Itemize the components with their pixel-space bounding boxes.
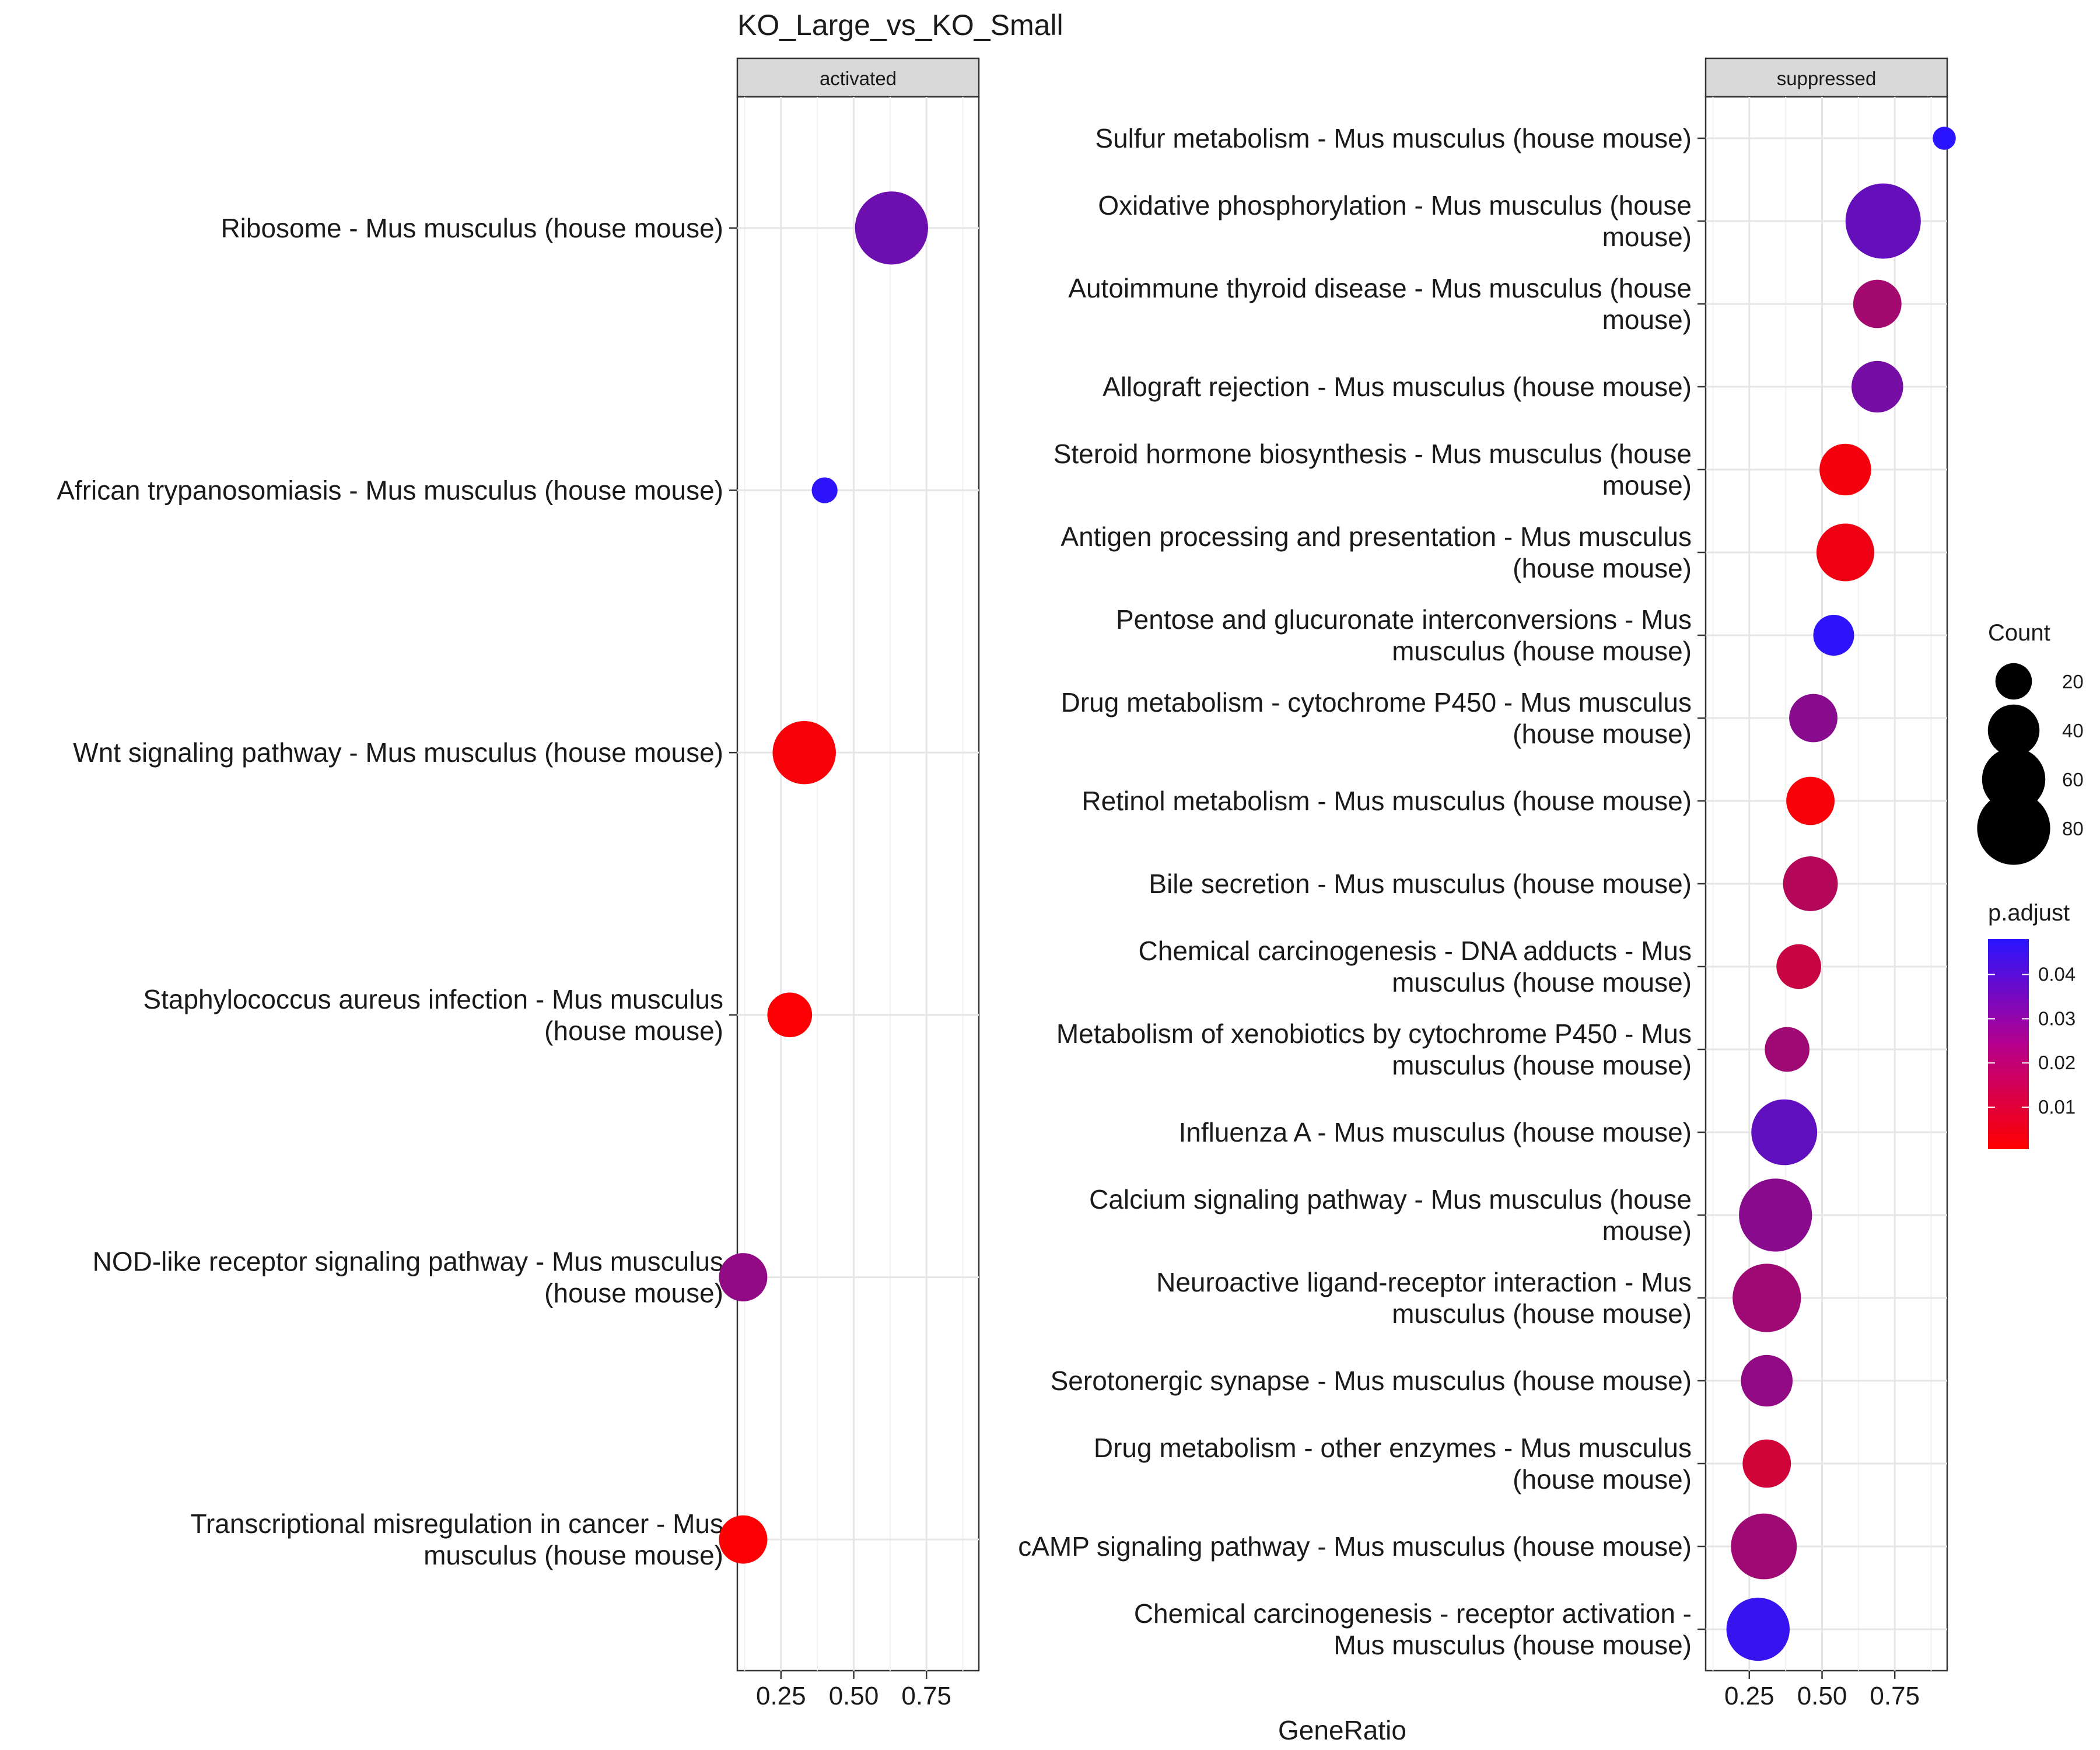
y-tick-label: Serotonergic synapse - Mus musculus (hou…: [1051, 1366, 1692, 1396]
y-labels-activated: Ribosome - Mus musculus (house mouse) Afr…: [57, 213, 737, 1570]
y-tick-label: African trypanosomiasis - Mus musculus (…: [57, 475, 723, 506]
legend-count-symbol: [1982, 747, 2046, 811]
y-tick-label: Metabolism of xenobiotics by cytochrome …: [1056, 1019, 1692, 1080]
legend-count-label: 20: [2062, 671, 2084, 692]
y-tick-label: Staphylococcus aureus infection - Mus mu…: [143, 984, 723, 1046]
strip-suppressed: [1704, 57, 1948, 98]
colorbar-tick-label: 0.02: [2038, 1052, 2076, 1073]
data-point: [1789, 694, 1838, 743]
y-tick-label: cAMP signaling pathway - Mus musculus (h…: [1018, 1531, 1692, 1562]
x-tick-label: 0.50: [1797, 1682, 1847, 1710]
y-tick-label: Steroid hormone biosynthesis - Mus muscu…: [1054, 439, 1692, 501]
y-tick-label: Ribosome - Mus musculus (house mouse): [220, 213, 723, 243]
colorbar-tick-label: 0.03: [2038, 1007, 2076, 1029]
legend-count: Count 20 40 60 80: [1977, 620, 2084, 865]
points-activated: [719, 191, 928, 1564]
y-tick-label: Drug metabolism - other enzymes - Mus mu…: [1094, 1433, 1692, 1494]
y-tick-label: Drug metabolism - cytochrome P450 - Mus …: [1061, 687, 1692, 749]
legend-p-adjust-title: p.adjust: [1988, 900, 2070, 926]
legend-count-symbol: [1995, 663, 2032, 700]
y-tick-label: Wnt signaling pathway - Mus musculus (ho…: [73, 737, 723, 768]
y-tick-label: Allograft rejection - Mus musculus (hous…: [1102, 372, 1692, 402]
x-tick-label: 0.75: [1870, 1682, 1920, 1710]
x-tick-label: 0.25: [1724, 1682, 1774, 1710]
data-point: [811, 477, 838, 503]
strip-label-activated: activated: [820, 68, 897, 89]
y-tick-label: Calcium signaling pathway - Mus musculus…: [1089, 1184, 1692, 1246]
x-axis-suppressed: 0.25 0.50 0.75: [1724, 1671, 1920, 1710]
legend-count-symbol: [1987, 704, 2040, 757]
data-point: [1853, 279, 1902, 328]
y-tick-label: Autoimmune thyroid disease - Mus musculu…: [1068, 273, 1692, 335]
y-tick-label: Antigen processing and presentation - Mu…: [1060, 522, 1692, 583]
data-point: [1845, 183, 1921, 259]
panel-activated: activated Ribosome - Mus musculus (house…: [57, 57, 980, 1710]
legend-count-label: 60: [2062, 769, 2084, 790]
data-point: [1731, 1513, 1797, 1580]
y-tick-label: Pentose and glucuronate interconversions…: [1116, 604, 1692, 666]
data-point: [1816, 523, 1874, 582]
data-point: [1765, 1027, 1810, 1072]
data-point: [1742, 1439, 1791, 1488]
x-axis-title: GeneRatio: [1278, 1715, 1406, 1745]
y-tick-label: Retinol metabolism - Mus musculus (house…: [1082, 786, 1692, 816]
data-point: [772, 720, 836, 785]
data-point: [1776, 944, 1821, 989]
data-point: [1726, 1597, 1790, 1661]
data-point: [1739, 1178, 1812, 1252]
legend-count-symbol: [1977, 792, 2050, 865]
grid-activated: [737, 97, 979, 1671]
data-point: [767, 992, 813, 1038]
data-point: [1819, 443, 1871, 496]
y-tick-label: Sulfur metabolism - Mus musculus (house …: [1095, 123, 1692, 153]
strip-label-suppressed: suppressed: [1777, 68, 1877, 89]
data-point: [1732, 1264, 1801, 1332]
strip-activated: [736, 57, 980, 98]
data-point: [1751, 1099, 1818, 1166]
data-point: [719, 1515, 768, 1564]
y-tick-label: Chemical carcinogenesis - DNA adducts - …: [1139, 936, 1692, 998]
legend-count-title: Count: [1988, 620, 2050, 646]
points-suppressed: [1726, 127, 1956, 1661]
y-labels-suppressed: Sulfur metabolism - Mus musculus (house …: [1018, 123, 1706, 1660]
p-adjust-colorbar: [1988, 939, 2029, 1149]
x-tick-label: 0.50: [829, 1682, 879, 1710]
data-point: [719, 1253, 768, 1301]
panel-suppressed: suppressed Sulfur metabolism - Mus muscu…: [1018, 57, 1956, 1710]
panel-bg-activated: [736, 96, 980, 1672]
data-point: [1933, 127, 1956, 150]
legend-count-label: 80: [2062, 818, 2084, 839]
y-tick-label: Bile secretion - Mus musculus (house mou…: [1149, 869, 1692, 899]
data-point: [1786, 776, 1835, 825]
y-tick-label: Neuroactive ligand-receptor interaction …: [1156, 1267, 1692, 1329]
x-tick-label: 0.75: [901, 1682, 951, 1710]
y-tick-label: Oxidative phosphorylation - Mus musculus…: [1098, 190, 1692, 252]
data-point: [1783, 856, 1838, 911]
legend-count-label: 40: [2062, 720, 2084, 741]
y-tick-label: NOD-like receptor signaling pathway - Mu…: [93, 1247, 723, 1308]
data-point: [1813, 615, 1854, 656]
data-point: [855, 191, 928, 265]
y-tick-label: Chemical carcinogenesis - receptor activ…: [1134, 1598, 1692, 1660]
data-point: [1852, 360, 1903, 413]
y-tick-label: Influenza A - Mus musculus (house mouse): [1178, 1117, 1692, 1147]
legend-p-adjust: p.adjust 0.04 0.03 0.02 0.01: [1988, 900, 2076, 1149]
y-tick-label: Transcriptional misregulation in cancer …: [190, 1508, 723, 1570]
colorbar-tick-label: 0.04: [2038, 964, 2076, 985]
x-tick-label: 0.25: [756, 1682, 806, 1710]
colorbar-tick-label: 0.01: [2038, 1096, 2076, 1118]
x-axis-activated: 0.25 0.50 0.75: [756, 1671, 951, 1710]
chart-title: KO_Large_vs_KO_Small: [737, 9, 1063, 41]
data-point: [1741, 1354, 1793, 1407]
